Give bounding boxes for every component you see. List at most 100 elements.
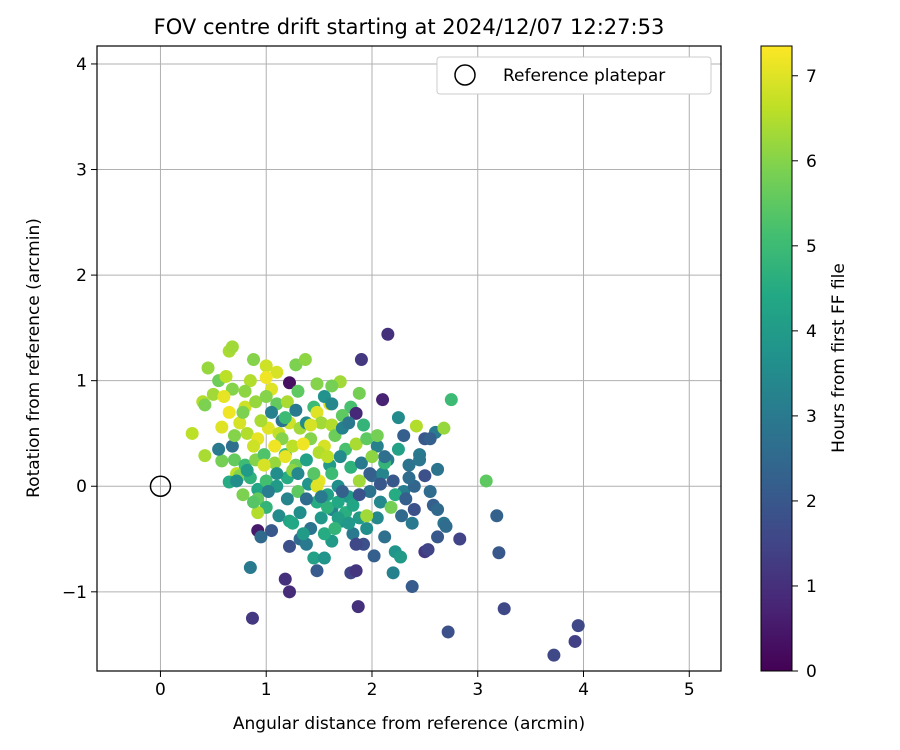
data-point: [370, 511, 384, 525]
colorbar-label: Hours from first FF file: [829, 263, 849, 453]
data-point: [335, 485, 349, 499]
colorbar-tick-label: 3: [806, 407, 817, 427]
data-point: [492, 546, 506, 560]
y-tick-label: 4: [76, 55, 87, 75]
data-point: [391, 411, 405, 425]
data-point: [568, 634, 582, 648]
data-point: [278, 572, 292, 586]
data-point: [391, 442, 405, 456]
data-point: [490, 509, 504, 523]
data-point: [331, 495, 345, 509]
data-point: [439, 519, 453, 533]
plot-background: [97, 46, 721, 671]
x-tick-label: 4: [578, 680, 589, 700]
data-point: [254, 530, 268, 544]
data-point: [212, 442, 226, 456]
data-point: [282, 376, 296, 390]
data-point: [497, 602, 511, 616]
data-point: [278, 411, 292, 425]
data-point: [388, 488, 402, 502]
data-point: [291, 384, 305, 398]
data-point: [453, 532, 467, 546]
data-point: [270, 467, 284, 481]
legend-entry: Reference platepar: [503, 66, 665, 86]
data-point: [376, 393, 390, 407]
data-point: [227, 429, 241, 443]
data-point: [236, 405, 250, 419]
data-point: [381, 327, 395, 341]
data-point: [399, 492, 413, 506]
data-point: [354, 353, 368, 367]
data-point: [431, 502, 445, 516]
data-point: [407, 502, 421, 516]
data-point: [261, 485, 275, 499]
data-point: [321, 500, 335, 514]
data-point: [206, 387, 220, 401]
data-point: [307, 551, 321, 565]
data-point: [325, 379, 339, 393]
colorbar-tick-label: 4: [806, 322, 817, 342]
data-point: [243, 374, 257, 388]
data-point: [257, 448, 271, 462]
data-point: [268, 439, 282, 453]
data-point: [367, 549, 381, 563]
data-point: [291, 485, 305, 499]
data-point: [185, 426, 199, 440]
data-point: [314, 511, 328, 525]
data-point: [344, 460, 358, 474]
data-point: [378, 530, 392, 544]
data-point: [215, 454, 229, 468]
data-point: [296, 527, 310, 541]
data-point: [441, 625, 455, 639]
reference-platepar-marker: [149, 475, 172, 497]
data-point: [402, 471, 416, 485]
data-point: [251, 482, 265, 496]
data-point: [299, 492, 313, 506]
data-point: [289, 403, 303, 417]
data-point: [282, 539, 296, 553]
x-tick-label: 2: [367, 680, 378, 700]
legend-box: [436, 56, 712, 95]
data-point: [328, 521, 342, 535]
data-point: [386, 566, 400, 580]
x-tick-label: 1: [261, 680, 272, 700]
y-axis-label: Rotation from reference (arcmin): [24, 218, 44, 498]
data-point: [222, 405, 236, 419]
data-point: [238, 384, 252, 398]
data-point: [346, 527, 360, 541]
data-point: [357, 418, 371, 432]
data-point: [298, 353, 312, 367]
data-point: [317, 527, 331, 541]
data-point: [201, 361, 215, 375]
data-point: [280, 395, 294, 409]
data-point: [249, 395, 263, 409]
data-point: [280, 492, 294, 506]
data-point: [225, 439, 239, 453]
colorbar-gradient: [760, 45, 793, 672]
colorbar-tick-label: 2: [806, 492, 817, 512]
data-point: [225, 382, 239, 396]
y-axis-ticks: −1 0 1 2 3 4: [62, 55, 97, 603]
data-point: [370, 429, 384, 443]
x-axis-label: Angular distance from reference (arcmin): [233, 714, 585, 734]
legend-marker-icon: [454, 64, 476, 86]
data-point: [373, 495, 387, 509]
data-point: [270, 365, 284, 379]
data-point: [215, 420, 229, 434]
x-tick-label: 0: [155, 680, 166, 700]
x-tick-label: 5: [684, 680, 695, 700]
data-point: [349, 537, 363, 551]
data-point: [299, 537, 313, 551]
data-point: [352, 474, 366, 488]
data-point: [360, 509, 374, 523]
colorbar-tick-label: 6: [806, 152, 817, 172]
data-point: [227, 453, 241, 467]
data-point: [304, 418, 318, 432]
x-axis-ticks: 0 1 2 3 4 5: [155, 671, 695, 700]
data-point: [268, 456, 282, 470]
data-point: [310, 377, 324, 391]
data-point: [282, 585, 296, 599]
data-point: [363, 467, 377, 481]
data-point: [219, 369, 233, 383]
